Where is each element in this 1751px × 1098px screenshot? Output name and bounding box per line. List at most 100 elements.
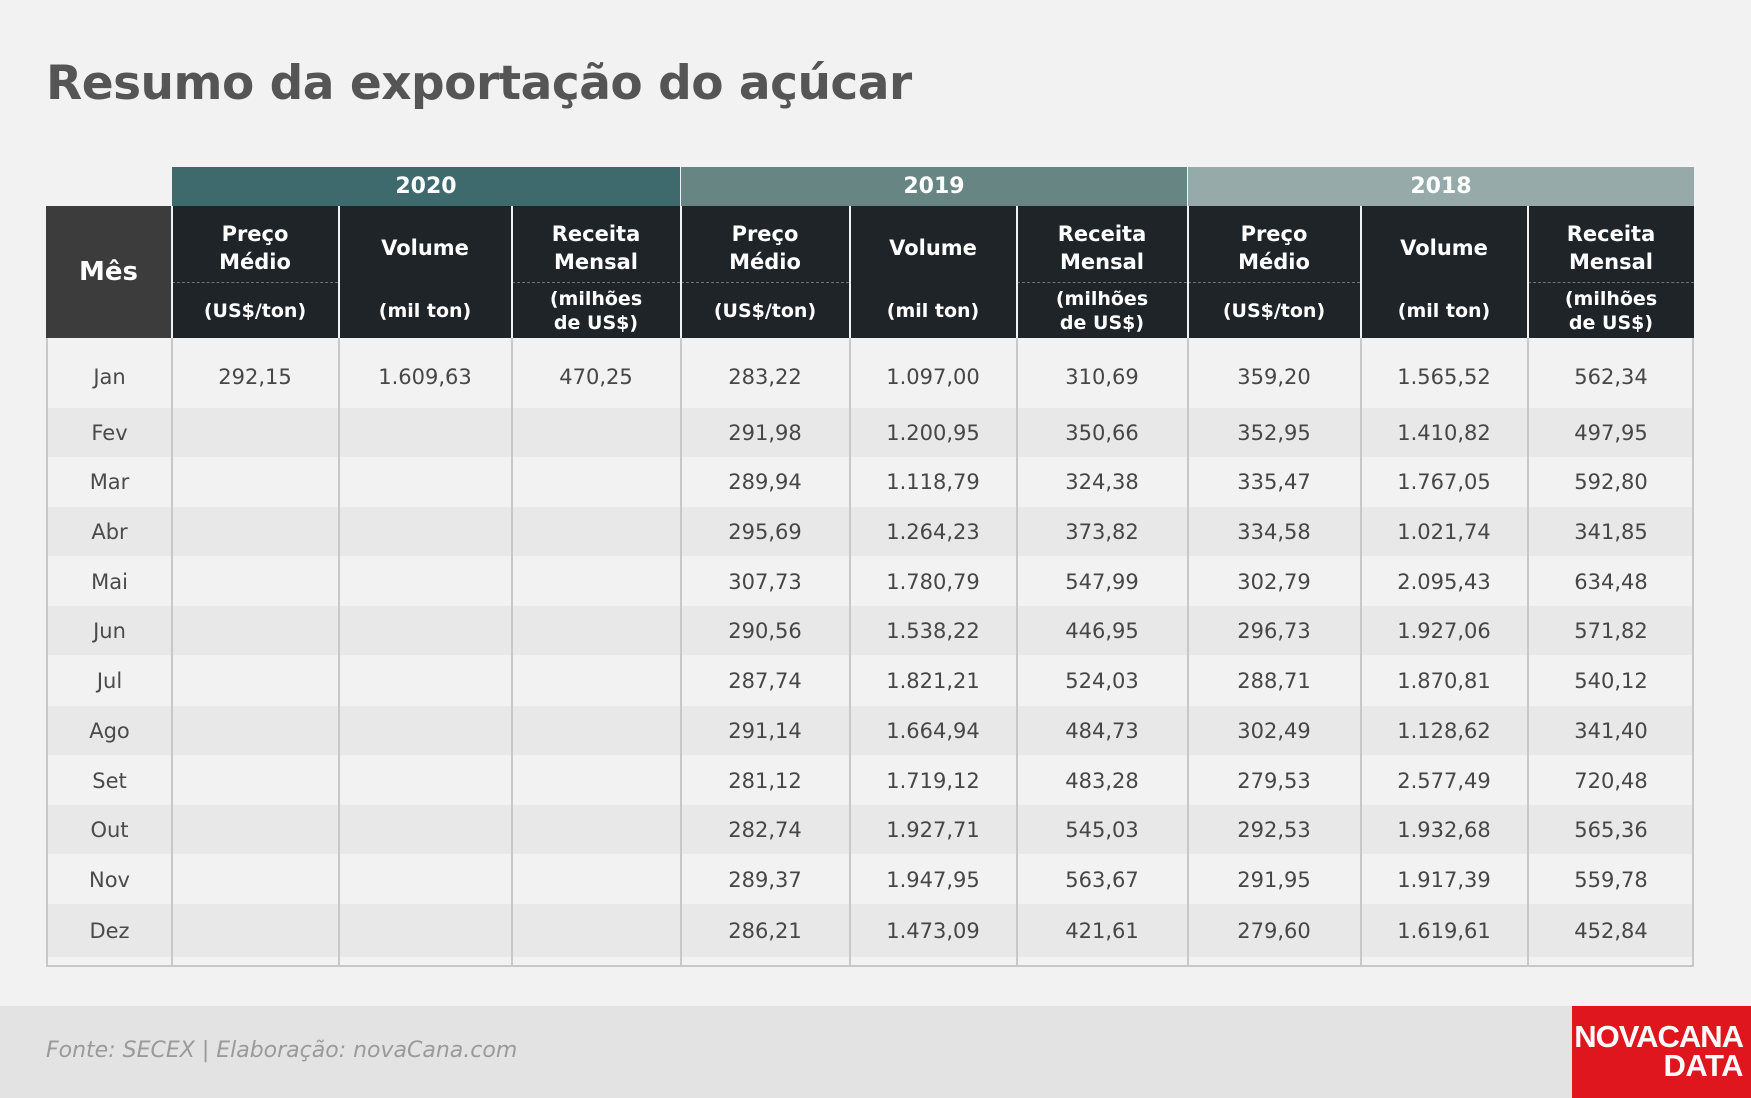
column-divider (1360, 338, 1362, 967)
value-cell: 290,56 (728, 618, 802, 643)
header-separator (1187, 206, 1189, 338)
column-header-label: Preço Médio (219, 222, 291, 274)
value-cell: 1.264,23 (886, 519, 980, 544)
column-header-label: Receita Mensal (551, 222, 641, 274)
value-cell: 307,73 (728, 569, 802, 594)
month-cell: Abr (91, 519, 128, 544)
month-column-header: Mês (46, 206, 171, 338)
month-cell: Jun (93, 618, 126, 643)
value-cell: 1.719,12 (886, 768, 980, 793)
logo-line2: DATA (1663, 1048, 1744, 1083)
value-cell: 373,82 (1065, 519, 1139, 544)
value-cell (339, 706, 511, 755)
value-cell: 540,12 (1574, 668, 1648, 693)
value-cell: 291,14 (728, 718, 802, 743)
header-divider (172, 282, 338, 283)
value-cell: 2.095,43 (1397, 569, 1491, 594)
value-cell: 279,53 (1237, 768, 1311, 793)
column-header-2019-preco: Preço Médio (US$/ton) (681, 206, 849, 338)
value-cell (172, 805, 338, 854)
column-header-unit: (mil ton) (886, 300, 980, 322)
value-cell (172, 507, 338, 556)
column-header-label: Volume (889, 236, 977, 260)
footer-bar (0, 1006, 1751, 1098)
value-cell (172, 855, 338, 904)
value-cell (339, 408, 511, 457)
header-separator (849, 206, 851, 338)
header-separator (511, 206, 513, 338)
table-row: Mai 307,73 1.780,79 547,99 302,79 2.095,43 634… (48, 557, 1692, 606)
value-cell: 310,69 (1065, 364, 1139, 389)
value-cell (512, 805, 680, 854)
value-cell: 324,38 (1065, 469, 1139, 494)
column-header-2019-volume: Volume (mil ton) (850, 206, 1016, 338)
table-row: Out 282,74 1.927,71 545,03 292,53 1.932,68 565… (48, 805, 1692, 854)
column-divider (171, 338, 173, 967)
column-header-label: Receita Mensal (1057, 222, 1147, 274)
value-cell: 524,03 (1065, 668, 1139, 693)
value-cell: 545,03 (1065, 817, 1139, 842)
value-cell (512, 756, 680, 805)
value-cell (512, 904, 680, 957)
table-row: Jan 292,15 1.609,63 470,25 283,22 1.097,00 310… (48, 351, 1692, 402)
value-cell: 452,84 (1574, 918, 1648, 943)
column-divider (1016, 338, 1018, 967)
header-divider (681, 282, 849, 283)
value-cell: 1.118,79 (886, 469, 980, 494)
header-divider (1528, 282, 1694, 283)
table-row: Set 281,12 1.719,12 483,28 279,53 2.577,49 720… (48, 756, 1692, 805)
value-cell: 421,61 (1065, 918, 1139, 943)
column-header-2019-receita: Receita Mensal (milhões de US$) (1017, 206, 1187, 338)
value-cell: 289,37 (728, 867, 802, 892)
value-cell: 302,79 (1237, 569, 1311, 594)
column-header-2018-receita: Receita Mensal (milhões de US$) (1528, 206, 1694, 338)
header-divider (1017, 282, 1187, 283)
value-cell: 1.917,39 (1397, 867, 1491, 892)
column-divider (1527, 338, 1529, 967)
header-separator (1527, 206, 1529, 338)
novacana-data-logo: NOVACANA DATA (1572, 1006, 1751, 1098)
column-header-label: Preço Médio (1238, 222, 1310, 274)
value-cell: 484,73 (1065, 718, 1139, 743)
value-cell: 559,78 (1574, 867, 1648, 892)
header-divider (1188, 282, 1360, 283)
value-cell: 289,94 (728, 469, 802, 494)
value-cell (512, 656, 680, 705)
value-cell: 283,22 (728, 364, 802, 389)
month-cell: Fev (91, 420, 128, 445)
value-cell (339, 756, 511, 805)
value-cell (512, 507, 680, 556)
value-cell: 281,12 (728, 768, 802, 793)
value-cell (172, 408, 338, 457)
value-cell: 335,47 (1237, 469, 1311, 494)
column-header-2020-preco: Preço Médio (US$/ton) (172, 206, 338, 338)
column-header-2018-preco: Preço Médio (US$/ton) (1188, 206, 1360, 338)
value-cell: 295,69 (728, 519, 802, 544)
value-cell: 1.870,81 (1397, 668, 1491, 693)
column-header-unit: (US$/ton) (713, 300, 817, 322)
year-header-2019: 2019 (681, 167, 1187, 206)
table-row: Jun 290,56 1.538,22 446,95 296,73 1.927,06 571… (48, 606, 1692, 655)
value-cell: 334,58 (1237, 519, 1311, 544)
value-cell: 562,34 (1574, 364, 1648, 389)
table-row: Abr 295,69 1.264,23 373,82 334,58 1.021,74 341… (48, 507, 1692, 556)
table-row: Fev 291,98 1.200,95 350,66 352,95 1.410,82 497… (48, 408, 1692, 457)
value-cell: 2.577,49 (1397, 768, 1491, 793)
column-divider (338, 338, 340, 967)
header-separator (171, 206, 173, 338)
column-divider (680, 338, 682, 967)
value-cell: 1.932,68 (1397, 817, 1491, 842)
value-cell (339, 457, 511, 506)
value-cell: 1.927,06 (1397, 618, 1491, 643)
column-header-2018-volume: Volume (mil ton) (1361, 206, 1527, 338)
table-row: Jul 287,74 1.821,21 524,03 288,71 1.870,81 540… (48, 656, 1692, 705)
value-cell (339, 557, 511, 606)
table-row: Mar 289,94 1.118,79 324,38 335,47 1.767,05 592… (48, 457, 1692, 506)
page-title: Resumo da exportação do açúcar (46, 56, 912, 111)
value-cell: 286,21 (728, 918, 802, 943)
column-header-label: Receita Mensal (1566, 222, 1656, 274)
value-cell (172, 606, 338, 655)
value-cell: 592,80 (1574, 469, 1648, 494)
logo-line1: NOVACANA (1574, 1019, 1744, 1054)
month-cell: Out (90, 817, 129, 842)
